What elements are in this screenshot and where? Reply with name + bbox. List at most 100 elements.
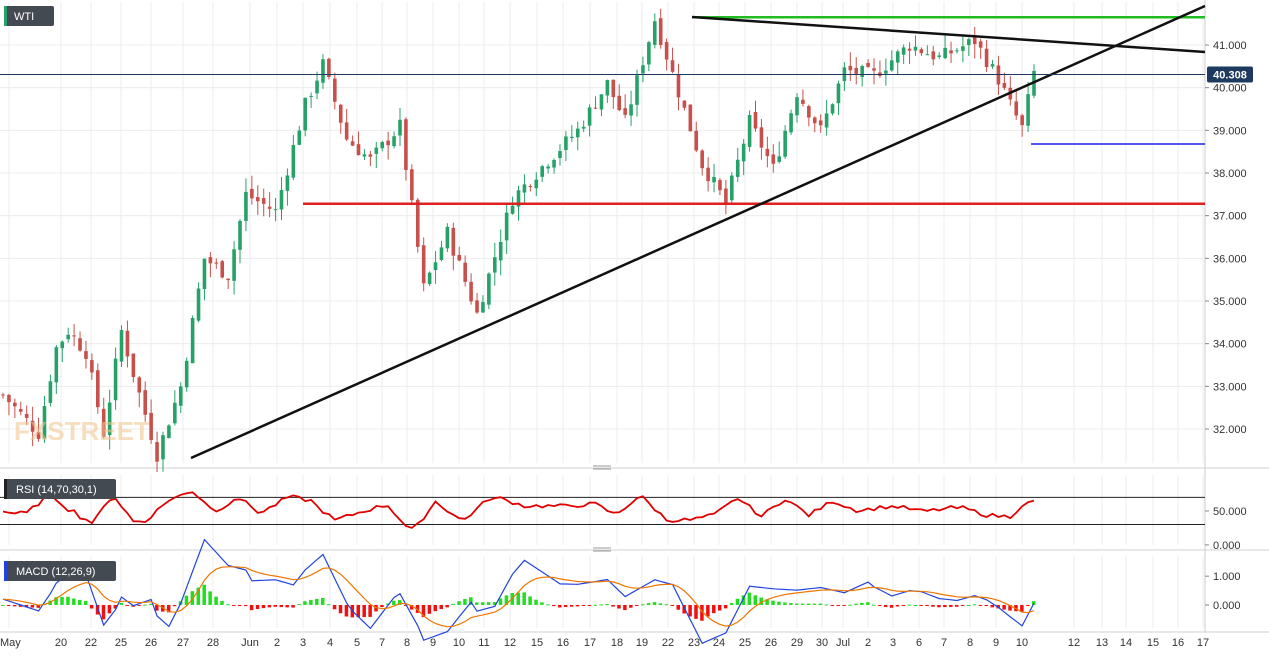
y-tick-label: 34.000 [1213,339,1247,351]
candle-body [759,127,764,148]
candle-body [866,62,870,67]
macd-hist-bar [433,604,438,612]
macd-hist-bar [759,597,763,605]
candle-body [54,347,59,383]
x-tick-label: 19 [636,637,648,649]
macd-hist-bar [913,604,917,606]
candle-body [895,51,900,63]
y-tick-label: 36.000 [1213,253,1247,265]
macd-hist-bar [960,604,965,606]
macd-hist-bar [107,604,112,614]
x-tick-label: 11 [478,637,489,649]
macd-hist-bar [137,604,141,606]
macd-signal-line [2,566,1035,628]
candle-body [961,46,965,51]
x-tick-label: 24 [713,637,725,649]
macd-hist-bar [1002,604,1006,610]
candle-body [220,261,225,278]
macd-hist-bar [303,601,307,605]
x-tick-label: May [0,637,21,649]
candle-body [955,50,959,52]
candle-body [943,47,947,59]
candle-body [291,145,296,178]
rsi-tick-label: 0.000 [1213,540,1241,552]
macd-hist-bar [765,599,769,605]
candle-body [333,78,337,102]
macd-hist-bar [190,591,195,605]
macd-hist-bar [629,604,633,608]
macd-hist-bar [753,595,758,605]
macd-hist-bar [706,604,710,617]
macd-hist-bar [6,604,11,606]
candle-body [48,381,53,403]
candle-body [445,226,450,249]
macd-hist-bar [700,604,704,621]
macd-hist-bar [907,604,912,606]
macd-hist-bar [386,603,390,605]
x-tick-label: 26 [765,637,777,649]
candle-body [925,54,930,56]
x-tick-label: 6 [916,637,922,649]
macd-hist-bar [291,604,295,608]
macd-hist-bar [812,603,817,605]
rsi-tick-label: 50.000 [1213,506,1247,518]
macd-hist-bar [403,604,408,606]
candle-body [261,198,266,204]
candle-body [238,220,242,250]
macd-hist-bar [480,602,485,605]
macd-hist-bar [72,598,76,605]
macd-hist-bar [18,604,23,607]
macd-hist-bar [54,597,58,605]
y-tick-label: 32.000 [1213,424,1247,436]
candle-body [72,335,76,337]
macd-hist-bar [723,604,728,609]
candle-body [338,104,343,123]
x-tick-label: 8 [404,637,410,649]
candle-body [712,176,716,183]
candle-body [978,41,983,48]
macd-hist-bar [806,603,811,605]
candle-body [368,154,373,157]
macd-hist-bar [332,604,337,610]
macd-hist-bar [421,604,426,618]
macd-hist-bar [712,604,716,614]
macd-hist-bar [119,602,124,605]
candle-body [789,113,793,133]
x-tick-label: 27 [177,637,189,649]
candle-body [581,126,586,129]
macd-hist-bar [954,604,959,607]
macd-hist-bar [978,604,983,606]
x-tick-label: Jul [836,637,850,649]
x-tick-label: 9 [993,637,999,649]
current-price-label: 40.308 [1213,70,1247,82]
macd-hist-bar [883,604,888,607]
candle-body [279,190,284,210]
macd-hist-bar [1008,604,1012,611]
macd-hist-bar [486,602,491,605]
candle-body [155,442,159,462]
macd-hist-bar [617,604,621,609]
x-tick-label: 3 [890,637,896,649]
candle-body [487,273,491,305]
candle-body [1026,94,1030,126]
candle-body [516,190,521,207]
macd-hist-bar [522,592,526,605]
x-tick-label: 20 [55,637,67,649]
candle-body [24,413,29,418]
macd-hist-bar [166,604,171,613]
candle-body [795,97,799,116]
candle-body [783,130,787,157]
macd-hist-bar [877,604,882,606]
candle-body [972,36,977,45]
candle-body [564,136,568,150]
macd-hist-bar [534,599,538,605]
y-tick-label: 39.000 [1213,125,1247,137]
candle-body [226,278,230,281]
candle-body [321,59,325,83]
ascending-trendline [190,4,1206,460]
macd-hist-bar [397,600,402,605]
candle-body [1,394,5,396]
candle-body [741,143,746,162]
macd-hist-bar [676,604,680,610]
watermark-logo: FXSTREET [14,416,150,446]
